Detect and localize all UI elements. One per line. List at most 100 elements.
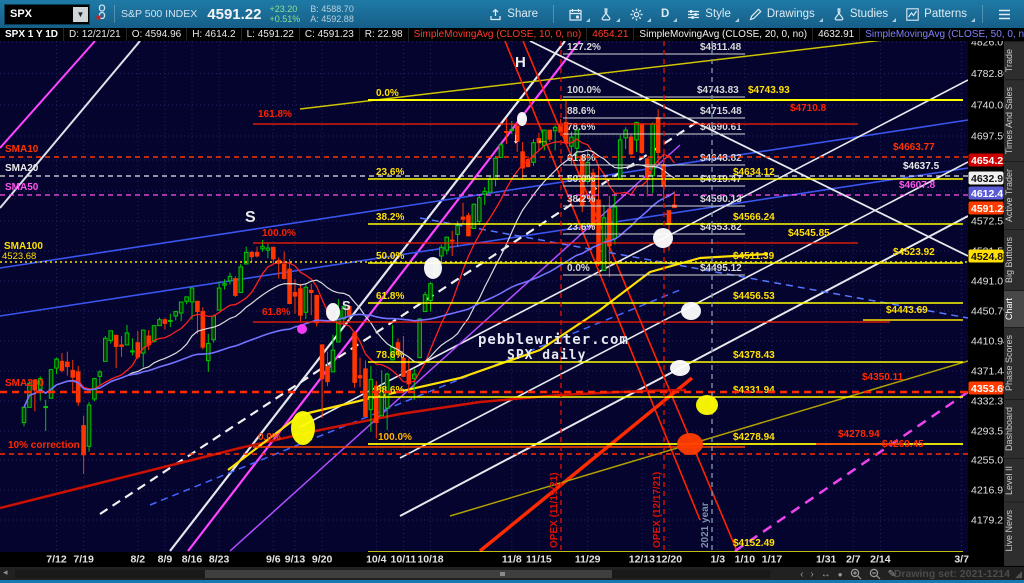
sidebar-tab-dashboard[interactable]: Dashboard [1004, 398, 1024, 458]
annotation-text: S [342, 298, 351, 313]
price-tick-label: 4697.59 [971, 131, 1009, 143]
legend-item[interactable]: SimpleMovingAvg (CLOSE, 20, 0, no) [634, 28, 814, 41]
level-label: $4511.39 [733, 251, 775, 262]
legend-item[interactable]: D: 12/21/21 [64, 28, 127, 41]
settings-button[interactable] [621, 3, 652, 25]
link-icon[interactable] [96, 3, 108, 25]
time-axis: 7/12 7/19 8/2 8/9 8/16 8/23 9/6 9/13 9/20 10/4 10/… [46, 554, 969, 566]
event-label: OPEX (12/17/21) [652, 472, 663, 548]
time-tick-label: 7/12 [46, 554, 67, 566]
reset-view-icon[interactable]: ● [837, 569, 843, 579]
legend-item[interactable]: R: 22.98 [360, 28, 409, 41]
annotation-text: ← [536, 132, 549, 147]
price-tick-label: 4782.86 [971, 68, 1009, 80]
legend-item[interactable]: SimpleMovingAvg (CLOSE, 50, 0, no) [860, 28, 1024, 41]
legend-item[interactable]: H: 4614.2 [187, 28, 242, 41]
price-tick-label: 4450.79 [971, 306, 1009, 318]
level-label: 61.8% [376, 291, 404, 302]
level-label: $4456.53 [733, 291, 775, 302]
menu-button[interactable] [989, 3, 1020, 25]
share-button[interactable]: Share [480, 3, 547, 25]
price-badge [968, 171, 1004, 185]
legend-item[interactable]: O: 4594.96 [127, 28, 188, 41]
drawings-button[interactable]: Drawings [740, 3, 824, 25]
marker-ellipse [291, 411, 315, 445]
share-icon [490, 8, 501, 20]
pan-right-icon[interactable]: › [810, 568, 814, 580]
annotation-text: SMA20 [5, 163, 39, 174]
scroll-left-icon[interactable]: ◂ [3, 567, 8, 577]
analysis-flask-button[interactable] [591, 3, 621, 25]
level-label: $4350.11 [862, 372, 904, 383]
time-tick-label: 8/2 [131, 554, 146, 566]
chevron-down-icon[interactable]: ▼ [73, 6, 88, 22]
level-label: $4553.82 [700, 222, 742, 233]
drawings-label: Drawings [766, 8, 815, 20]
sidebar-tab-big-buttons[interactable]: Big Buttons [1004, 229, 1024, 291]
price-badge [968, 186, 1004, 200]
marker-ellipse [424, 257, 442, 279]
bid-value: B: 4588.70 [310, 4, 354, 14]
drawing-pencil-icon[interactable]: ✎ [887, 568, 896, 580]
patterns-icon [906, 7, 919, 21]
patterns-button[interactable]: Patterns [897, 3, 976, 25]
level-label: $4152.49 [733, 538, 775, 549]
annotation-text: SPX daily [507, 348, 586, 363]
level-label: 61.8% [567, 153, 595, 164]
level-label: 88.6% [567, 106, 595, 117]
sidebar-tab-chart[interactable]: Chart [1004, 290, 1024, 328]
level-label: 161.8% [258, 109, 292, 120]
legend-item[interactable]: 4654.21 [587, 28, 635, 41]
sidebar-tab-level-ii[interactable]: Level II [1004, 457, 1024, 502]
time-tick-label: 8/9 [158, 554, 173, 566]
resize-grip[interactable]: ◢ [1015, 569, 1022, 579]
ask-value: A: 4592.88 [310, 14, 354, 24]
price-tick-label: 4491.01 [971, 276, 1009, 288]
pan-left-icon[interactable]: ‹ [800, 568, 804, 580]
legend-item[interactable]: SPX 1 Y 1D [0, 28, 64, 41]
chart-nav-controls: ‹ › ↔ ● ✎ [800, 567, 896, 581]
scrollbar-handle[interactable] [500, 572, 505, 576]
legend-item[interactable]: 4632.91 [813, 28, 861, 41]
level-label: $4690.61 [700, 122, 742, 133]
price-badge-value: 4632.91 [971, 173, 1009, 185]
zoom-in-icon[interactable] [850, 568, 862, 580]
legend-item[interactable]: L: 4591.22 [242, 28, 300, 41]
scrollbar-thumb[interactable] [205, 570, 612, 578]
symbol-value: SPX [10, 8, 33, 20]
timeframe-button[interactable]: D [652, 3, 678, 25]
studies-button[interactable]: Studies [824, 3, 897, 25]
share-label: Share [507, 8, 538, 20]
sidebar-tab-live-news[interactable]: Live News [1004, 501, 1024, 559]
sidebar-tab-phase-scores[interactable]: Phase Scores [1004, 327, 1024, 399]
time-tick-label: 10/18 [417, 554, 443, 566]
bid-ask: B: 4588.70 A: 4592.88 [310, 4, 354, 24]
style-button[interactable]: Style [678, 3, 740, 25]
drawing-set-label: Drawing set: 2021-1214 [893, 568, 1010, 580]
sidebar-tab-times-and-sales[interactable]: Times And Sales [1004, 79, 1024, 162]
calendar-button[interactable] [560, 3, 591, 25]
time-tick-label: 1/31 [816, 554, 837, 566]
legend-item[interactable]: C: 4591.23 [300, 28, 360, 41]
horizontal-scrollbar[interactable] [15, 570, 770, 578]
fit-width-icon[interactable]: ↔ [820, 568, 831, 580]
price-axis: 4826.074782.864740.034697.594572.534531.… [968, 37, 1009, 527]
event-label: 2021 year [700, 502, 711, 548]
annotation-text: SMA200 [5, 378, 44, 389]
price-tick-label: 4572.53 [971, 216, 1009, 228]
sidebar-tab-trade[interactable]: Trade [1004, 41, 1024, 80]
legend-item[interactable]: SimpleMovingAvg (CLOSE, 10, 0, no) [409, 28, 588, 41]
symbol-combobox[interactable]: SPX ▼ [4, 3, 90, 25]
price-tick-label: 4216.97 [971, 485, 1009, 497]
change-value: +23.20 [269, 4, 298, 14]
time-tick-label: 8/16 [182, 554, 203, 566]
level-label: $4378.43 [733, 350, 775, 361]
annotation-text: H [515, 54, 526, 71]
annotation-text: ↓ [512, 130, 520, 147]
fib-levels: 127.2% $4811.48 100.0% $4743.83 $4743.93 88.6… [0, 42, 968, 552]
sidebar-tab-active-trader[interactable]: Active Trader [1004, 161, 1024, 230]
zoom-out-icon[interactable] [869, 568, 881, 580]
level-label: 88.6% [376, 385, 404, 396]
level-label: 100.0% [262, 228, 296, 239]
